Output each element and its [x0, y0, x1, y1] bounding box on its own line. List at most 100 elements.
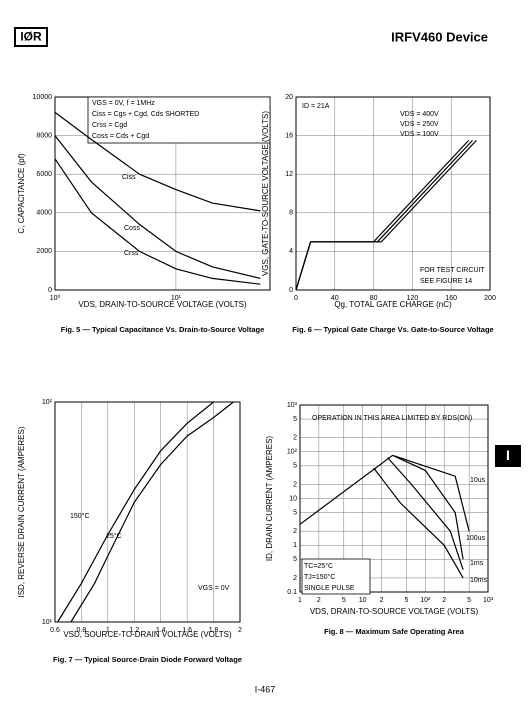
y-tick-label: 8000 [36, 132, 52, 139]
x-tick-label: 5 [467, 597, 471, 604]
x-axis-label: VSD, SOURCE-TO-DRAIN VOLTAGE (VOLTS) [63, 630, 232, 639]
annotation: ID = 21A [302, 103, 330, 110]
series-label: 25°C [106, 532, 122, 540]
y-tick-label: 20 [285, 94, 293, 101]
y-tick-label: 10² [287, 449, 298, 456]
y-tick-label: 4 [289, 248, 293, 255]
section-tab-label: I [506, 447, 510, 463]
logo-box [14, 27, 48, 47]
series-label: 10us [470, 477, 486, 484]
figure-caption: Fig. 5 — Typical Capacitance Vs. Drain-t… [61, 325, 265, 334]
x-tick-label: 1.2 [129, 627, 139, 634]
x-tick-label: 2 [238, 627, 242, 634]
x-tick-label: 1.8 [209, 627, 219, 634]
x-tick-label: 40 [331, 295, 339, 302]
x-tick-label: 1 [106, 627, 110, 634]
y-tick-label: 10³ [287, 402, 298, 409]
y-tick-label: 8 [289, 210, 293, 217]
figure-caption: Fig. 8 — Maximum Safe Operating Area [324, 627, 465, 636]
x-tick-label: 5 [342, 597, 346, 604]
x-tick-label: 2 [442, 597, 446, 604]
series-label: 1ms [470, 560, 484, 567]
y-tick-label: 2 [293, 528, 297, 535]
x-tick-label: 5 [405, 597, 409, 604]
logo: IØR [20, 30, 42, 44]
y-tick-label: 10 [289, 495, 297, 502]
y-tick-label: 0 [289, 287, 293, 294]
annotation: VGS = 0V [198, 585, 230, 592]
y-tick-label: 5 [293, 509, 297, 516]
series-label: 10ms [470, 577, 488, 584]
y-axis-label: ID, DRAIN CURRENT (AMPERES) [265, 436, 274, 562]
y-axis-label: ISD, REVERSE DRAIN CURRENT (AMPERES) [17, 426, 26, 597]
annotation: VGS = 0V, f = 1MHz [92, 100, 155, 107]
annotation: SEE FIGURE 14 [420, 278, 472, 285]
y-tick-label: 1 [293, 542, 297, 549]
figure-caption: Fig. 7 — Typical Source-Drain Diode Forw… [53, 655, 242, 664]
y-tick-label: 6000 [36, 171, 52, 178]
series-line [392, 454, 470, 532]
annotation: SINGLE PULSE [304, 585, 355, 592]
x-tick-label: 10 [359, 597, 367, 604]
y-tick-label: 2 [293, 481, 297, 488]
series-line [54, 135, 261, 279]
y-tick-label: 0.1 [287, 589, 297, 596]
annotation: TJ=150°C [304, 573, 335, 581]
x-axis-label: VDS, DRAIN-TO-SOURCE VOLTAGE (VOLTS) [78, 300, 247, 309]
y-tick-label: 10¹ [42, 619, 53, 626]
y-axis-label: C, CAPACITANCE (pf) [17, 153, 26, 233]
annotation: TC=25°C [304, 562, 333, 570]
x-tick-label: 1.6 [182, 627, 192, 634]
x-tick-label: 2 [317, 597, 321, 604]
x-tick-label: 2 [380, 597, 384, 604]
note-box [301, 558, 371, 595]
x-tick-label: 200 [484, 295, 496, 302]
plot-frame [299, 404, 489, 593]
x-axis-label: Qg, TOTAL GATE CHARGE (nC) [334, 300, 452, 309]
series-label: Coss [124, 225, 140, 232]
y-tick-label: 12 [285, 171, 293, 178]
annotation: Crss = Cgd [92, 122, 127, 129]
x-tick-label: 0.8 [77, 627, 87, 634]
annotation: FOR TEST CIRCUIT [420, 267, 485, 274]
series-line [392, 454, 464, 560]
y-axis-label: VGS, GATE-TO-SOURCE VOLTAGE (VOLTS) [261, 111, 270, 276]
x-tick-label: 1.4 [156, 627, 166, 634]
y-tick-label: 5 [293, 556, 297, 563]
x-tick-label: 0 [294, 295, 298, 302]
series-line [295, 139, 470, 291]
series-label: 100us [466, 535, 486, 542]
y-tick-label: 2 [293, 435, 297, 442]
y-tick-label: 2 [293, 575, 297, 582]
note-box [87, 96, 271, 144]
page-title: IRFV460 Device [391, 29, 488, 44]
y-tick-label: 2000 [36, 248, 52, 255]
x-tick-label: 10² [420, 597, 431, 604]
series-line [373, 467, 464, 579]
annotation: Coss = Cds + Cgd [92, 133, 149, 140]
x-tick-label: 1 [298, 597, 302, 604]
x-tick-label: 120 [407, 295, 419, 302]
y-tick-label: 16 [285, 132, 293, 139]
y-tick-label: 4000 [36, 210, 52, 217]
y-tick-label: 10² [42, 399, 53, 406]
y-tick-label: 5 [293, 463, 297, 470]
series-line [54, 111, 261, 212]
series-label: VDS = 100V [400, 131, 439, 138]
series-label: Ciss [122, 174, 136, 181]
x-tick-label: 10⁰ [50, 294, 61, 302]
y-tick-label: 0 [48, 287, 52, 294]
annotation: Ciss = Cgs + Cgd, Cds SHORTED [92, 111, 199, 118]
page-number: I-467 [255, 684, 276, 694]
x-tick-label: 160 [445, 295, 457, 302]
plot-frame [295, 96, 491, 291]
y-tick-label: 5 [293, 416, 297, 423]
x-tick-label: 0.6 [50, 627, 60, 634]
x-tick-label: 80 [370, 295, 378, 302]
x-axis-label: VDS, DRAIN-TO-SOURCE VOLTAGE (VOLTS) [310, 607, 479, 616]
series-label: Crss [124, 250, 139, 257]
series-label: 150°C [70, 512, 90, 520]
series-label: VDS = 250V [400, 121, 439, 128]
series-line [57, 401, 214, 623]
series-line [54, 158, 261, 285]
